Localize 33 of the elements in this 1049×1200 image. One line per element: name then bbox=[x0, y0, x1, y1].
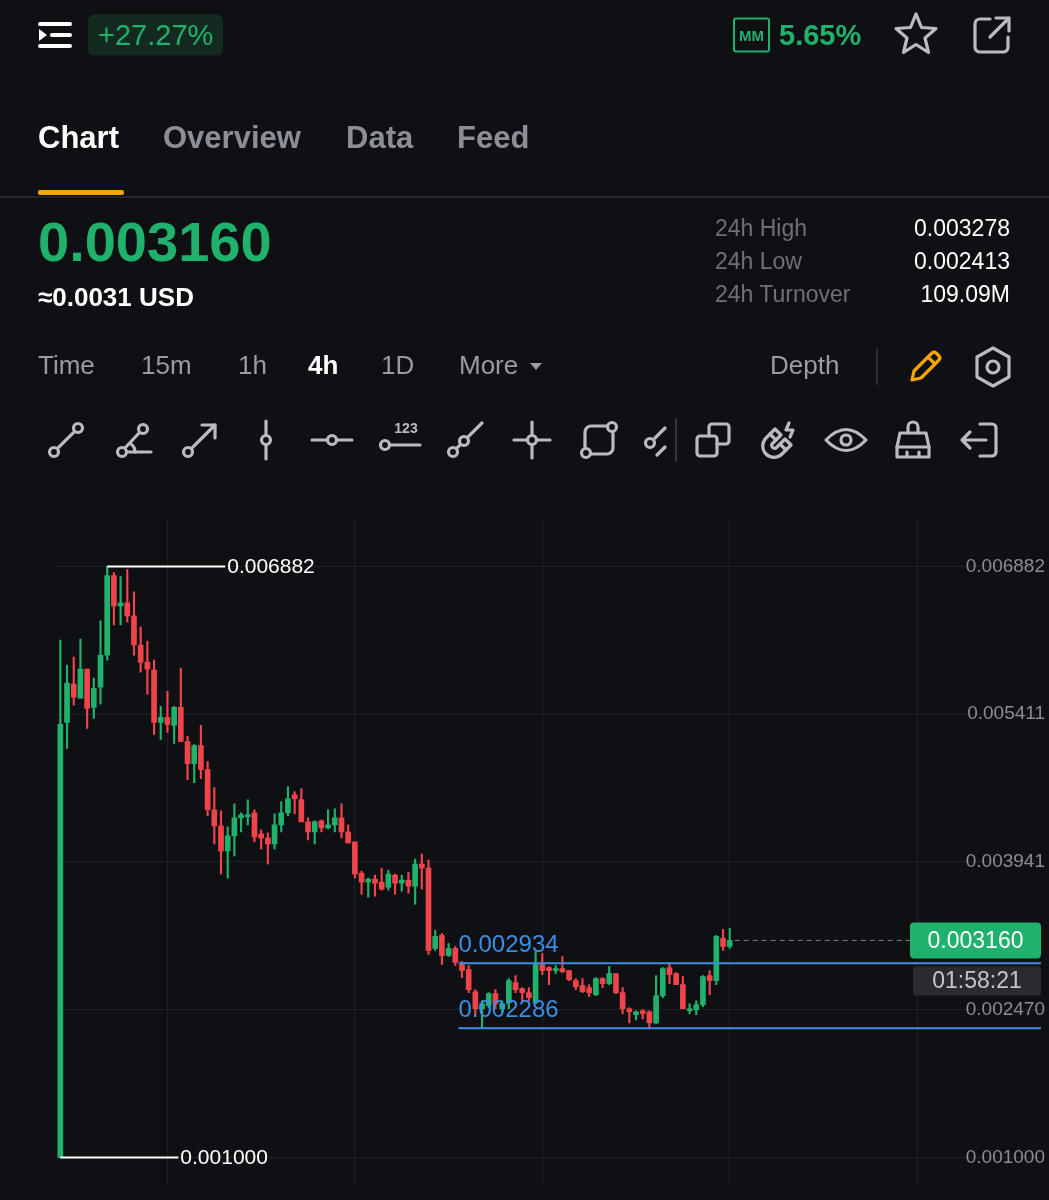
text: Data bbox=[346, 119, 414, 155]
text: Overview bbox=[163, 119, 301, 155]
y-tick-label: 0.001000 bbox=[965, 1145, 1045, 1167]
text: ≈0.0031 USD bbox=[38, 282, 194, 312]
text: 15m bbox=[141, 350, 192, 380]
text: 24h Low bbox=[715, 247, 802, 274]
ref-line-label: 0.003160 bbox=[927, 926, 1024, 953]
text: More bbox=[459, 350, 519, 380]
ref-line-label: 0.002934 bbox=[458, 930, 559, 958]
text: MM bbox=[733, 17, 770, 53]
text: 1D bbox=[381, 350, 415, 380]
annotation: 0.001000 bbox=[180, 1145, 268, 1169]
text: Feed bbox=[457, 119, 530, 155]
annotation: 0.006882 bbox=[227, 554, 315, 578]
y-tick-label: 0.006882 bbox=[965, 554, 1045, 576]
text: 1h bbox=[238, 350, 267, 380]
y-tick-label: 0.002470 bbox=[965, 997, 1045, 1019]
text: 4h bbox=[308, 350, 339, 380]
text: 109.09M bbox=[920, 280, 1010, 307]
y-tick-label: 0.005411 bbox=[967, 702, 1045, 724]
text: 24h High bbox=[715, 214, 808, 241]
annotation: 01:58:21 bbox=[932, 966, 1022, 993]
text: 0.003160 bbox=[38, 210, 272, 273]
text: 5.65% bbox=[779, 18, 862, 51]
text: 0.003278 bbox=[914, 214, 1010, 241]
text: +27.27% bbox=[88, 14, 224, 56]
text: Chart bbox=[38, 119, 119, 155]
text: Time bbox=[38, 350, 95, 380]
text: 0.002413 bbox=[914, 247, 1010, 274]
text: Depth bbox=[770, 350, 840, 380]
candlestick bbox=[164, 690, 171, 733]
y-tick-label: 0.003941 bbox=[965, 850, 1045, 872]
text: 24h Turnover bbox=[715, 280, 851, 307]
